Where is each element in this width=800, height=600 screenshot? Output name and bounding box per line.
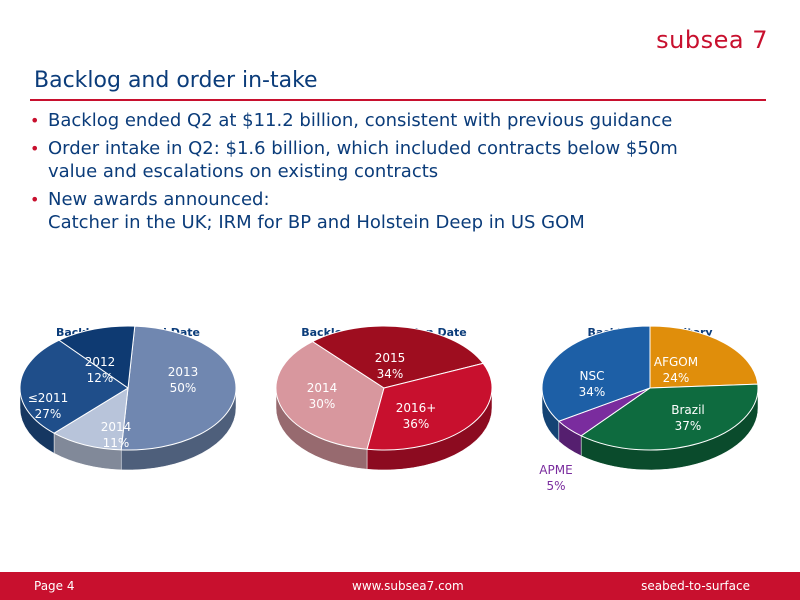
slice-value-label: 12% — [87, 371, 114, 385]
pie-slice — [580, 383, 759, 451]
slice-value-label: 34% — [579, 385, 606, 399]
bullet-item: • New awards announced: Catcher in the UK;… — [30, 188, 770, 234]
pie-chart: Backlog by Award Date201350%201411%≤2011… — [19, 325, 237, 471]
bullet-text: value and escalations on existing contra… — [48, 161, 439, 182]
slice-label: 2014 — [307, 381, 338, 395]
slice-value-label: 34% — [377, 367, 404, 381]
slice-value-label: 11% — [103, 436, 130, 450]
slice-label: NSC — [580, 369, 605, 383]
pie-slice — [649, 325, 759, 389]
slice-value-label: 37% — [675, 419, 702, 433]
slice-value-label: 50% — [170, 381, 197, 395]
slice-label: 2015 — [375, 351, 406, 365]
bullet-text: Order intake in Q2: $1.6 billion, which … — [48, 138, 678, 159]
slice-label: 2014 — [101, 420, 132, 434]
footer-bar: Page 4 www.subsea7.com seabed-to-surface — [0, 572, 800, 600]
slice-value-label: 5% — [546, 479, 565, 493]
bullet-item: • Backlog ended Q2 at $11.2 billion, cons… — [30, 109, 770, 132]
bullet-marker: • — [30, 111, 40, 130]
slice-value-label: 30% — [309, 397, 336, 411]
slice-label: APME — [539, 463, 572, 477]
slice-label: AFGOM — [654, 355, 698, 369]
slice-value-label: 27% — [35, 407, 62, 421]
bullet-item: • Order intake in Q2: $1.6 billion, which… — [30, 137, 770, 183]
bullet-text: Catcher in the UK; IRM for BP and Holste… — [48, 212, 585, 233]
pie-slice — [311, 325, 484, 389]
bullet-marker: • — [30, 139, 40, 158]
charts-area: Backlog by Award Date201350%201411%≤2011… — [19, 325, 759, 493]
slide-title: Backlog and order in-take — [34, 68, 318, 93]
slice-label: Brazil — [671, 403, 705, 417]
bullet-marker: • — [30, 190, 40, 209]
pie-chart: Backlog by Execution Date2016+36%201430%… — [275, 325, 493, 471]
slice-label: ≤2011 — [28, 391, 69, 405]
pie-slice — [19, 339, 129, 434]
pie-slice — [541, 325, 651, 422]
pie-slice — [366, 362, 493, 451]
footer-tagline: seabed-to-surface — [641, 579, 750, 593]
slice-value-label: 24% — [663, 371, 690, 385]
bullet-list: • Backlog ended Q2 at $11.2 billion, cons… — [30, 109, 770, 239]
pie-slice — [53, 387, 129, 451]
bullet-text: New awards announced: — [48, 189, 270, 210]
footer-url: www.subsea7.com — [352, 579, 464, 593]
page-number: Page 4 — [34, 579, 75, 593]
pie-slice — [120, 325, 237, 451]
pie-chart: Backlog by TerritoryAFGOM24%Brazil37%APM… — [539, 325, 759, 493]
pie-slice — [58, 325, 136, 389]
company-logo: subsea 7 — [656, 26, 768, 54]
pie-slice — [275, 340, 385, 450]
slice-label: 2016+ — [396, 401, 437, 415]
title-divider — [30, 99, 766, 101]
slice-value-label: 36% — [403, 417, 430, 431]
slice-label: 2013 — [168, 365, 199, 379]
slice-label: 2012 — [85, 355, 116, 369]
bullet-text: Backlog ended Q2 at $11.2 billion, consi… — [48, 110, 673, 131]
